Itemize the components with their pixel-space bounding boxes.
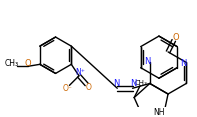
Text: O: O: [86, 83, 91, 92]
Text: N⁺: N⁺: [75, 68, 85, 77]
Text: N: N: [113, 79, 120, 88]
Text: NH: NH: [153, 108, 165, 117]
Text: CH₃: CH₃: [135, 80, 148, 86]
Text: N: N: [144, 57, 150, 66]
Text: O: O: [24, 59, 31, 68]
Text: O: O: [172, 33, 179, 42]
Text: N: N: [130, 79, 137, 88]
Text: CH₃: CH₃: [5, 59, 19, 68]
Text: O⁻: O⁻: [63, 84, 72, 93]
Text: N: N: [180, 59, 187, 68]
